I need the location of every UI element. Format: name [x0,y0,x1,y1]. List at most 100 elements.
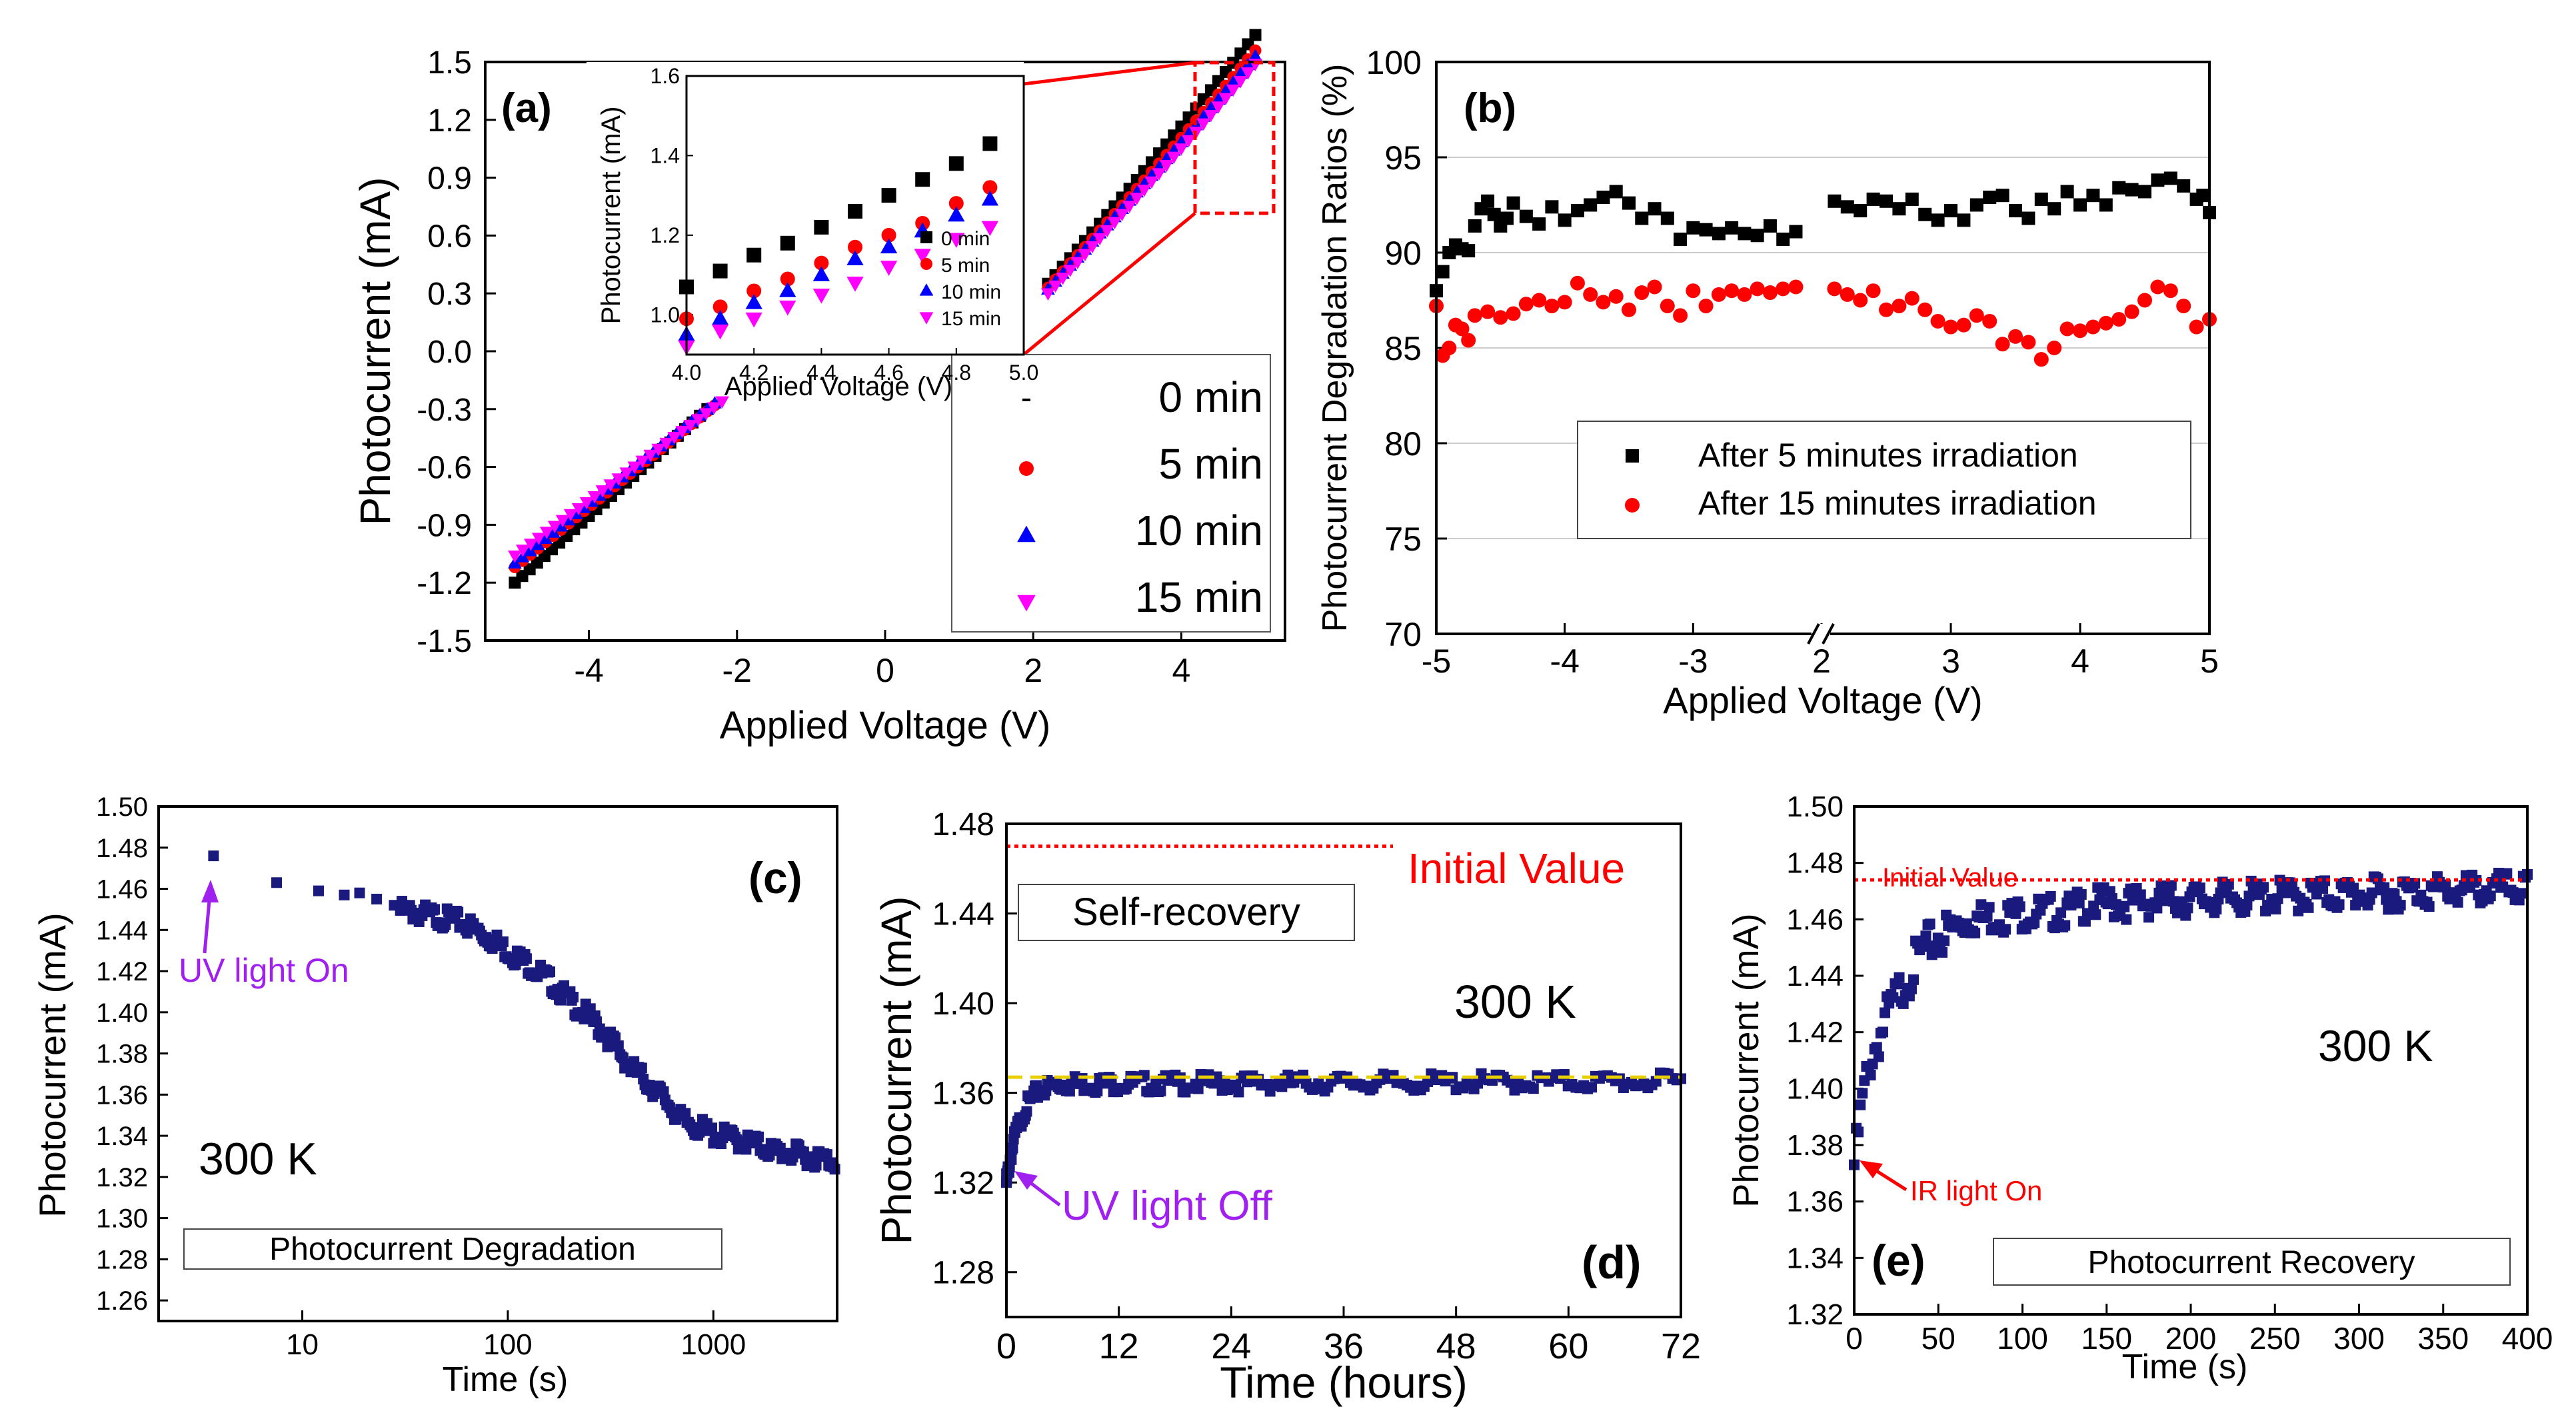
panel-a-point-15min [1241,67,1255,80]
panel-c-ytick-label: 1.38 [96,1040,148,1069]
panel-e-point [1920,930,1932,942]
panel-b-point [2098,315,2113,331]
panel-b-ytick-label: 100 [1366,44,1422,81]
panel-d-xtick-label: 72 [1661,1326,1701,1366]
panel-c-box-label: Photocurrent Degradation [269,1232,636,1267]
panel-b-point [1943,319,1958,335]
panel-b-point [1969,198,1983,212]
panel-b-point [1480,304,1496,319]
panel-b-point [1969,308,1984,323]
panel-c-ytick-label: 1.48 [96,834,148,863]
panel-b-point [2009,204,2022,218]
panel-a-point-15min [1174,143,1188,156]
panel-b-point [1762,285,1778,301]
panel-a-point-15min [1108,217,1122,230]
inset-point-0min [982,136,998,151]
panel-c-point [613,1040,624,1051]
panel-c-ytick-label: 1.50 [96,792,148,822]
panel-b-point [1995,189,2009,203]
panel-e-point [2055,907,2067,918]
panel-a-point-15min [1092,233,1107,246]
panel-e-point [2182,902,2193,914]
inset-point-10min [948,206,965,222]
panel-b-point [1487,207,1501,221]
inset-point-10min [880,238,898,254]
panel-e-point [2319,875,2331,886]
panel-d-uv-off-arrowhead [1014,1171,1038,1190]
panel-a-point-15min [603,479,618,492]
panel-a-point-15min [1122,201,1137,213]
panel-b-label: (b) [1464,85,1516,131]
panel-e-point [2223,878,2234,890]
panel-b-point [2008,329,2023,344]
panel-c-point [521,953,532,964]
panel-b-point [1648,202,1662,216]
panel-b-point [1544,299,1560,314]
panel-c-point [453,906,464,918]
panel-a-ytick-label: 0.3 [427,277,472,312]
panel-a-ytick-label: 0.0 [427,335,472,370]
panel-a-label: (a) [501,85,552,131]
panel-e-point [2257,882,2269,893]
inset-point-15min [711,324,729,340]
panel-a-point-15min [539,527,554,539]
panel-d-point [1021,1106,1032,1117]
panel-c-point [706,1122,718,1134]
panel-b-point [1506,306,1521,321]
panel-a-point-15min [1056,273,1070,285]
panel-e-xtick-label: 250 [2249,1321,2301,1356]
panel-b-point [2124,304,2139,319]
panel-a-point-15min [691,414,706,427]
panel-c-ytick-label: 1.32 [96,1163,148,1192]
panel-d-ticks: 0 12 24 36 48 60 72 1.28 1.32 1.36 1.40 1.44 1.48 [932,807,1701,1366]
panel-e-point [2485,890,2496,902]
panel-b-point [1686,221,1700,235]
panel-b-point [1570,204,1584,218]
panel-a-point-15min [707,402,721,415]
panel-e: 0 50 100 150 200 250 300 350 400 1.32 1.34 1.36 1.38… [1726,790,2553,1386]
panel-b-point [2085,319,2101,335]
panel-e-box-label: Photocurrent Recovery [2088,1245,2415,1280]
panel-a-point-15min [1063,265,1078,277]
panel-a-point-15min [1182,135,1196,148]
panel-e-point [2501,868,2513,879]
panel-a-ytick-label: 0.6 [427,219,472,254]
panel-c-ytick-label: 1.28 [96,1245,148,1274]
panel-b-point [1461,333,1476,348]
panel-e-xtick-label: 200 [2165,1321,2217,1356]
inset-point-15min [745,312,762,328]
panel-b-point [1866,192,1880,206]
panel-d-xlabel: Time (hours) [1220,1358,1468,1407]
panel-b-point [2047,202,2061,216]
panel-c-xtick-label: 100 [483,1328,532,1361]
panel-a-ticks: -4 -2 0 2 4 -1.5 -1.2 -0.9 -0.6 -0.3 0.0 0.3 0.6 0.9 1… [417,45,1190,689]
legend-marker-15min [1017,595,1036,612]
panel-d-xtick-label: 60 [1548,1326,1588,1366]
panel-c-xlabel: Time (s) [443,1360,569,1399]
panel-a-point-15min [651,443,666,457]
inset-legend-marker [919,283,934,296]
panel-b-point [1750,281,1765,297]
inset-legend-marker [920,258,932,270]
panel-c-ytick-label: 1.26 [96,1286,148,1316]
panel-e-initial-label: Initial Value [1882,863,2018,892]
panel-b-xtick-label: 5 [2200,643,2219,680]
panel-b-point [1442,341,1457,355]
inset-xtick-label: 4.8 [942,361,971,385]
panel-d-ytick-label: 1.40 [932,986,994,1022]
panel-b-point [1957,213,1971,227]
panel-a-xtick-label: -2 [722,652,752,689]
panel-e-point [1871,1042,1882,1053]
panel-a-point-15min [1085,241,1100,254]
legend-entry-0min: 0 min [1159,373,1264,421]
panel-e-ytick-label: 1.38 [1786,1129,1844,1162]
panel-b-point [1828,194,1842,208]
panel-b-point [1944,204,1957,218]
panel-e-xtick-label: 0 [1846,1321,1863,1356]
panel-e-point [1873,1051,1884,1062]
panel-a-point-15min [595,485,610,498]
inset-frame [685,75,1025,356]
panel-c-ytick-label: 1.30 [96,1204,148,1234]
panel-b-point [1532,217,1546,231]
panel-e-point [2119,901,2130,912]
